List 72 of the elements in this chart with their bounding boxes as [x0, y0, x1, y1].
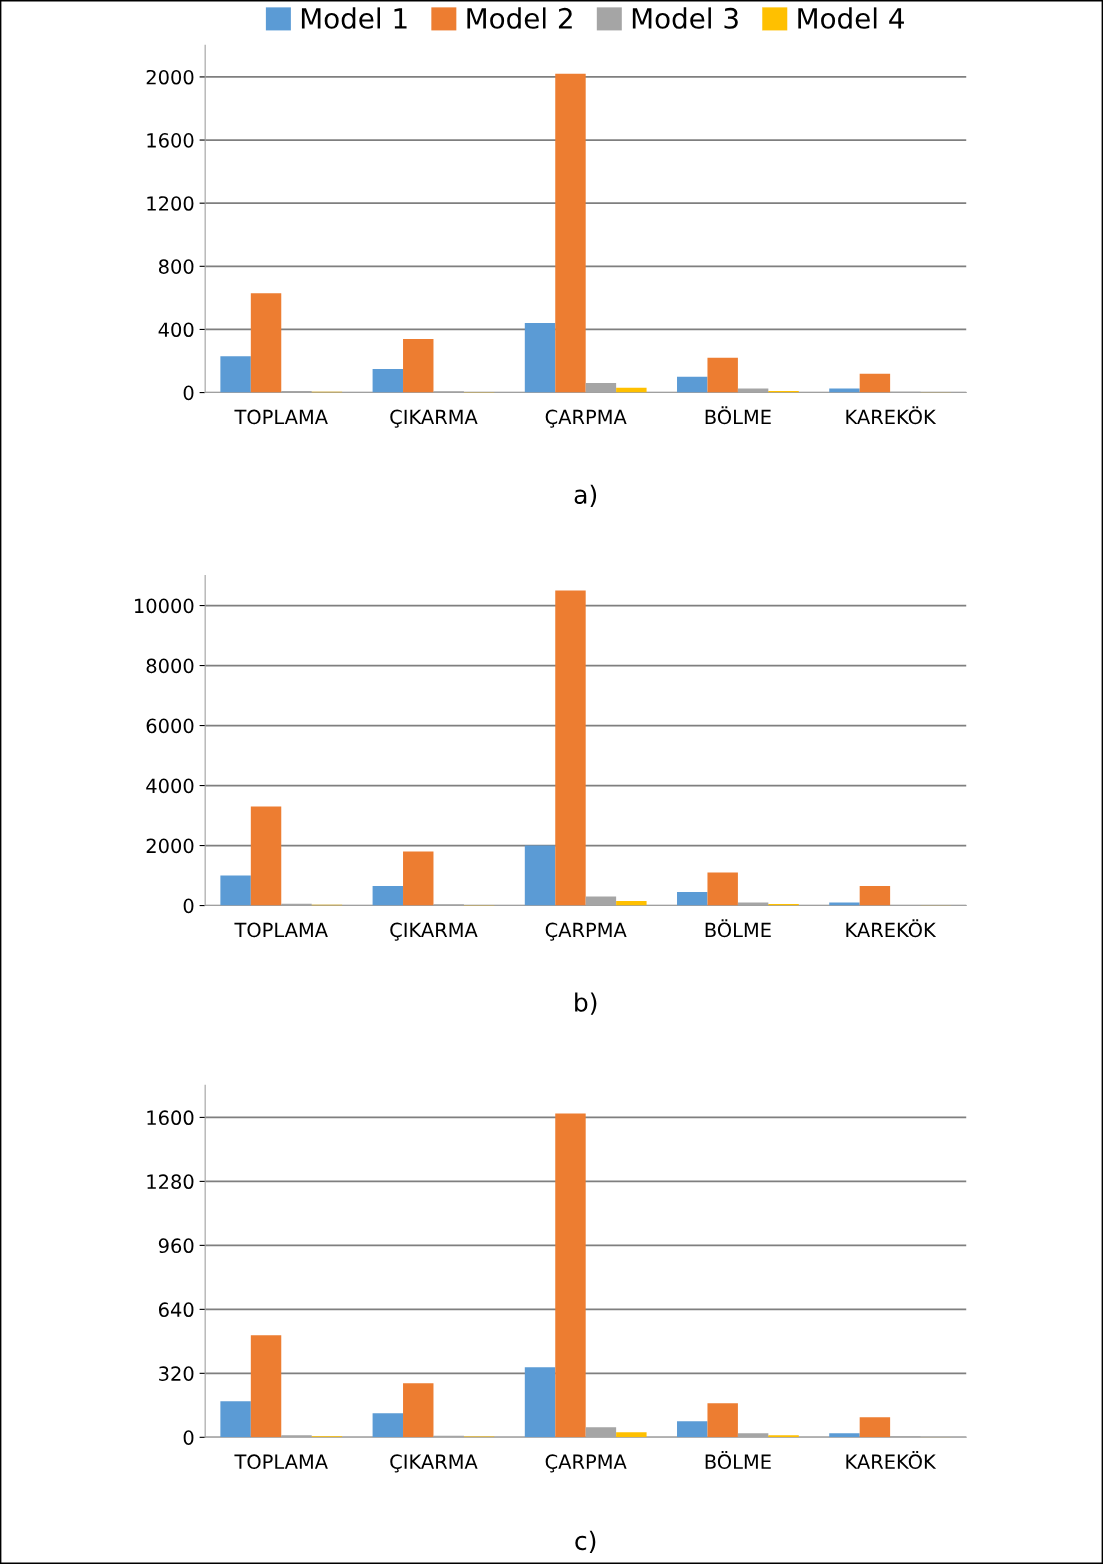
y-tick-label: 6000 [146, 718, 194, 734]
bar [250, 806, 282, 906]
bar [220, 1401, 251, 1438]
legend-label: Model 4 [798, 7, 904, 29]
bar [372, 368, 404, 393]
bar [585, 383, 617, 393]
x-tick-label: TOPLAMA [234, 409, 328, 425]
y-tick-label: 320 [159, 1366, 194, 1381]
bar [403, 1383, 434, 1438]
y-tick-label: 1600 [147, 1110, 194, 1126]
bar [859, 886, 891, 906]
y-tick-label: 800 [158, 259, 194, 274]
x-tick-label: BÖLME [705, 919, 771, 938]
bar [372, 1413, 404, 1438]
y-tick-label: 10000 [135, 598, 194, 614]
bar [677, 1421, 708, 1438]
legend-label: Model 1 [301, 7, 407, 29]
bar [220, 875, 251, 906]
y-tick-label: 1200 [147, 196, 194, 211]
x-tick-label: ÇARPMA [545, 922, 627, 941]
x-tick-label: KAREKÖK [846, 919, 937, 938]
x-tick-label: BÖLME [705, 1451, 771, 1470]
x-tick-label: ÇIKARMA [390, 922, 478, 941]
bar [616, 901, 647, 906]
y-tick-label: 1600 [147, 133, 194, 148]
bar [707, 357, 738, 393]
x-tick-label: ÇIKARMA [390, 1454, 478, 1473]
y-tick-label: 1280 [147, 1174, 194, 1190]
bar [707, 872, 738, 906]
bar [616, 1432, 647, 1438]
y-tick-label: 0 [183, 1430, 194, 1445]
bar [403, 338, 434, 393]
bar [555, 73, 586, 393]
text: a) [574, 484, 597, 507]
bar [524, 845, 556, 906]
bar [250, 293, 282, 393]
y-tick-label: 0 [183, 898, 194, 914]
legend-label: Model 2 [467, 7, 572, 29]
x-tick-label: ÇIKARMA [390, 409, 478, 428]
bar [555, 590, 586, 906]
x-tick-label: ÇARPMA [545, 409, 627, 428]
y-tick-label: 960 [158, 1238, 194, 1254]
x-tick-label: BÖLME [705, 406, 771, 425]
y-tick-label: 0 [183, 385, 194, 401]
x-tick-label: TOPLAMA [234, 922, 328, 938]
text: c) [575, 1530, 596, 1554]
bar [403, 851, 434, 906]
bar [524, 1367, 556, 1438]
bar [220, 356, 251, 393]
x-tick-label: ÇARPMA [545, 1454, 627, 1473]
bar [829, 1433, 860, 1438]
x-tick-label: KAREKÖK [846, 406, 937, 425]
bar [677, 892, 708, 906]
bar [859, 1417, 891, 1438]
x-tick-label: TOPLAMA [234, 1454, 328, 1470]
y-tick-label: 4000 [146, 778, 194, 794]
y-tick-label: 640 [158, 1302, 194, 1318]
bar [859, 373, 891, 393]
bar [555, 1113, 586, 1438]
legend-label: Model 3 [632, 7, 738, 29]
bar [677, 376, 708, 393]
bar [372, 886, 404, 906]
bar [768, 1435, 799, 1438]
y-tick-label: 2000 [146, 69, 194, 85]
text: b) [575, 992, 597, 1015]
y-tick-label: 8000 [146, 658, 194, 674]
bar [250, 1335, 282, 1438]
bar [707, 1403, 738, 1438]
y-tick-label: 2000 [146, 838, 194, 854]
x-tick-label: KAREKÖK [846, 1451, 937, 1470]
y-tick-label: 400 [158, 322, 194, 338]
bar [524, 323, 556, 393]
